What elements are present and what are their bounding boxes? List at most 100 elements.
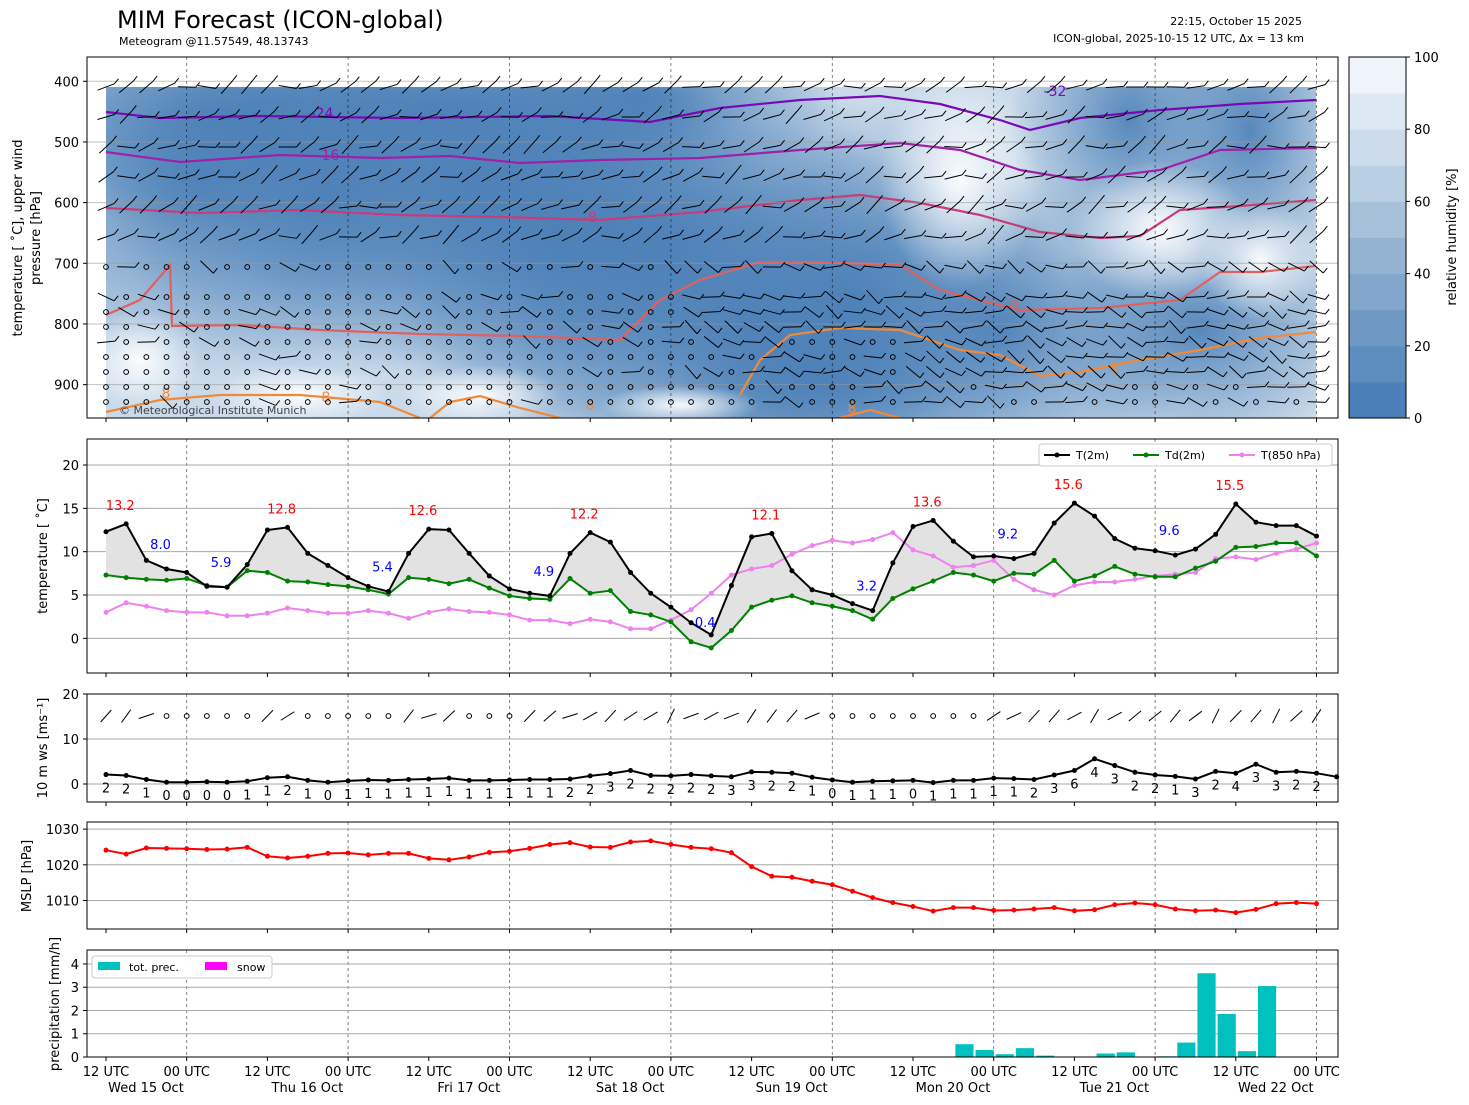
data-point: [1293, 900, 1299, 906]
wind-barb-flag: [1040, 343, 1045, 349]
wind-barb: [866, 290, 880, 304]
calm-wind-symbol: [325, 264, 331, 270]
wind-barb: [1188, 710, 1203, 722]
wind-barb: [1004, 325, 1023, 329]
isotherm-label: -24: [311, 106, 334, 122]
wind-barb-flag: [295, 168, 301, 174]
wind-barb: [904, 307, 922, 317]
wind-barb-flag: [941, 110, 947, 116]
calm-wind-symbol: [446, 399, 452, 405]
legend-label: Td(2m): [1164, 449, 1205, 462]
wind-barb-flag: [314, 105, 320, 112]
wind-barb-flag: [1223, 384, 1229, 391]
wind-barb-flag: [1102, 385, 1107, 392]
wind-barb-flag: [1162, 106, 1168, 113]
colorbar-step: [1349, 201, 1406, 238]
wind-barb-flag: [1143, 260, 1149, 266]
wind-barb-flag: [134, 261, 140, 268]
wind-barb: [1267, 292, 1285, 302]
wind-barb-flag: [1120, 342, 1126, 349]
wind-barb-flag: [778, 342, 784, 348]
wind-barb-flag: [1102, 339, 1108, 346]
wind-barb: [561, 265, 580, 269]
wind-barb-flag: [1142, 108, 1148, 115]
wind-barb-flag: [959, 195, 965, 202]
data-point: [1152, 548, 1158, 554]
wind-barb: [803, 263, 821, 271]
wind-barb-flag: [799, 137, 805, 143]
wind-barb-flag: [739, 339, 745, 346]
wind-barb-flag: [1083, 307, 1088, 313]
wind-barb-flag: [215, 83, 221, 89]
wind-barb-flag: [578, 170, 584, 177]
wind-barb: [1268, 366, 1284, 378]
wind-barb: [137, 115, 156, 119]
data-point: [809, 543, 815, 549]
wind-barb-flag: [457, 110, 463, 116]
wind-barb-flag: [476, 166, 481, 173]
wind-barb: [361, 110, 376, 124]
wind-barb-flag: [739, 229, 745, 236]
wind-barb-flag: [1323, 166, 1328, 172]
wind-barb-flag: [134, 142, 140, 149]
wind-barb: [945, 81, 961, 93]
data-point: [930, 908, 936, 914]
y-tick-label: 1030: [46, 823, 79, 838]
calm-wind-symbol: [466, 339, 473, 345]
wind-barb-flag: [253, 135, 258, 141]
wind-barb: [1228, 306, 1244, 318]
wind-barb: [1085, 145, 1104, 149]
wind-barb: [1186, 265, 1205, 269]
wind-barb: [965, 111, 982, 123]
wind-barb: [1090, 708, 1100, 724]
wind-barb-flag: [1019, 358, 1025, 364]
calm-wind-symbol: [244, 264, 251, 270]
wind-barb-flag: [457, 142, 463, 149]
wind-barb-flag: [757, 194, 762, 201]
wind-speed-label: 1: [485, 787, 493, 802]
wind-barb: [804, 306, 820, 318]
data-point: [507, 612, 512, 618]
wind-speed-label: 2: [667, 783, 675, 798]
wind-barb-flag: [780, 396, 786, 403]
wind-barb: [863, 144, 882, 150]
wind-barb-flag: [113, 198, 119, 204]
wind-barb-flag: [316, 368, 321, 375]
wind-barb: [702, 296, 721, 298]
wind-barb: [379, 114, 398, 120]
wind-speed-label: 1: [889, 788, 897, 803]
data-point: [749, 769, 755, 775]
calm-wind-symbol: [385, 384, 392, 390]
data-point: [688, 607, 694, 613]
wind-barb: [1287, 115, 1306, 119]
data-point: [446, 775, 452, 781]
wind-barb-flag: [981, 340, 987, 347]
isotherm-label: 8: [586, 398, 595, 414]
wind-barb-flag: [819, 77, 825, 84]
calm-wind-symbol: [466, 309, 473, 315]
wind-barb: [1005, 232, 1023, 242]
wind-barb-flag: [1123, 110, 1128, 116]
wind-barb-flag: [859, 371, 865, 377]
wind-barb-flag: [114, 228, 119, 235]
wind-barb-flag: [131, 105, 137, 111]
wind-barb-flag: [1264, 365, 1270, 372]
wind-barb-flag: [1324, 320, 1330, 326]
wind-barb: [762, 205, 781, 209]
wind-barb-flag: [396, 109, 402, 115]
wind-barb-flag: [1324, 384, 1330, 391]
wind-barb-flag: [961, 142, 967, 148]
wind-barb: [904, 82, 922, 92]
max-temp-label: 15.6: [1054, 478, 1083, 493]
wind-barb-flag: [193, 326, 199, 333]
wind-barb-flag: [840, 78, 846, 85]
wind-barb-flag: [354, 165, 360, 172]
wind-barb: [803, 370, 822, 374]
wind-speed-label: 2: [647, 782, 655, 797]
legend-label: T(2m): [1075, 449, 1109, 462]
wind-barb-flag: [1284, 230, 1290, 237]
wind-barb-flag: [880, 369, 886, 376]
wind-barb: [562, 713, 578, 719]
calm-wind-symbol: [647, 309, 654, 315]
